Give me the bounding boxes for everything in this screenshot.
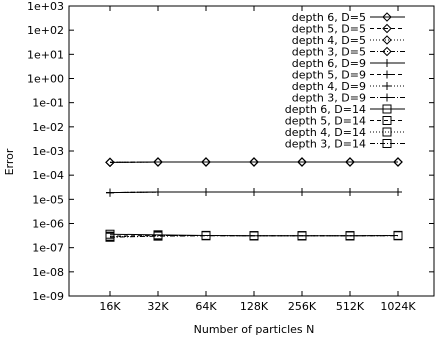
- series-12: [105, 231, 403, 242]
- data-point-square: [382, 139, 392, 148]
- y-tick-label: 1e+01: [27, 48, 64, 61]
- y-tick-label: 1e+03: [27, 0, 64, 13]
- series-8: [106, 188, 402, 197]
- data-point-plus: [346, 188, 354, 197]
- data-point-diamond: [297, 157, 307, 167]
- data-point-diamond: [382, 35, 392, 45]
- legend-entry: depth 4, D=14: [285, 126, 405, 139]
- y-tick-label: 1e-09: [32, 290, 64, 303]
- data-point-square: [297, 231, 307, 241]
- y-tick-label: 1e-04: [32, 169, 64, 182]
- legend-label: depth 5, D=14: [285, 115, 366, 128]
- legend-entry: depth 5, D=5: [292, 23, 405, 36]
- legend-label: depth 3, D=14: [285, 138, 366, 151]
- data-point-diamond: [393, 157, 403, 167]
- y-tick-label: 1e-03: [32, 145, 64, 158]
- x-axis-title: Number of particles N: [194, 323, 315, 336]
- data-point-diamond: [249, 157, 259, 167]
- data-point-square: [105, 232, 115, 242]
- series-line: [109, 235, 398, 238]
- legend-entry: depth 6, D=9: [292, 57, 405, 70]
- data-point-plus: [383, 82, 391, 90]
- data-point-diamond: [105, 157, 115, 168]
- legend-entry: depth 4, D=5: [292, 34, 405, 47]
- legend-label: depth 5, D=9: [292, 69, 366, 82]
- data-point-square: [153, 231, 163, 241]
- legend-entry: depth 3, D=9: [292, 92, 405, 105]
- x-tick-label: 128K: [240, 300, 269, 313]
- x-tick-label: 32K: [147, 300, 169, 313]
- data-point-diamond: [153, 157, 163, 167]
- y-tick-label: 1e-08: [32, 266, 64, 279]
- x-tick-label: 16K: [99, 300, 121, 313]
- legend-entry: depth 4, D=9: [292, 80, 405, 93]
- data-point-plus: [298, 188, 306, 197]
- legend-entry: depth 3, D=14: [285, 138, 405, 151]
- legend-label: depth 4, D=9: [292, 80, 366, 93]
- tick-labels: 1e-09 1e-08 1e-07 1e-06 1e-05 1e-04 1e-03 1e-02…: [27, 0, 416, 313]
- y-tick-label: 1e+00: [27, 73, 64, 86]
- legend-label: depth 6, D=14: [285, 103, 366, 116]
- x-tick-label: 64K: [195, 300, 217, 313]
- plot-frame: [68, 5, 435, 297]
- legend-label: depth 4, D=14: [285, 126, 366, 139]
- data-point-diamond: [345, 157, 355, 167]
- y-tick-label: 1e-06: [32, 218, 64, 231]
- data-point-diamond: [382, 23, 392, 34]
- data-point-square: [249, 231, 259, 241]
- data-point-plus: [394, 188, 402, 197]
- legend-label: depth 6, D=9: [292, 57, 366, 70]
- legend-label: depth 3, D=5: [292, 46, 366, 59]
- legend-label: depth 6, D=5: [292, 11, 366, 24]
- data-point-diamond: [382, 12, 392, 22]
- legend-entry: depth 6, D=14: [285, 103, 405, 116]
- data-point-square: [201, 231, 211, 241]
- data-point-square: [382, 127, 392, 137]
- legend-entry: depth 5, D=14: [285, 115, 405, 128]
- x-tick-label: 1024K: [380, 300, 416, 313]
- data-point-diamond: [382, 46, 392, 57]
- data-point-plus: [106, 188, 114, 197]
- axes: [68, 5, 435, 297]
- x-tick-label: 512K: [336, 300, 365, 313]
- data-point-square: [345, 231, 355, 241]
- data-point-plus: [383, 70, 391, 79]
- data-point-square: [393, 231, 403, 241]
- data-point-square: [382, 104, 392, 114]
- series-4: [105, 157, 403, 168]
- y-tick-label: 1e-01: [32, 97, 64, 110]
- legend-entry: depth 3, D=5: [292, 46, 405, 59]
- data-point-square: [382, 116, 392, 125]
- data-point-plus: [383, 59, 391, 67]
- legend-label: depth 3, D=9: [292, 92, 366, 105]
- x-tick-label: 256K: [288, 300, 317, 313]
- data-series: [105, 157, 403, 242]
- data-point-plus: [154, 188, 162, 197]
- data-point-plus: [250, 188, 258, 197]
- y-tick-label: 1e+02: [27, 24, 64, 37]
- data-point-plus: [202, 188, 210, 197]
- y-axis-title: Error: [3, 148, 16, 175]
- legend-label: depth 4, D=5: [292, 34, 366, 47]
- legend-label: depth 5, D=5: [292, 23, 366, 36]
- y-tick-label: 1e-05: [32, 193, 64, 206]
- data-point-diamond: [201, 157, 211, 167]
- y-tick-label: 1e-07: [32, 242, 64, 255]
- legend-entry: depth 6, D=5: [292, 11, 405, 24]
- legend-entry: depth 5, D=9: [292, 69, 405, 82]
- data-point-plus: [383, 93, 391, 102]
- y-tick-label: 1e-02: [32, 121, 64, 134]
